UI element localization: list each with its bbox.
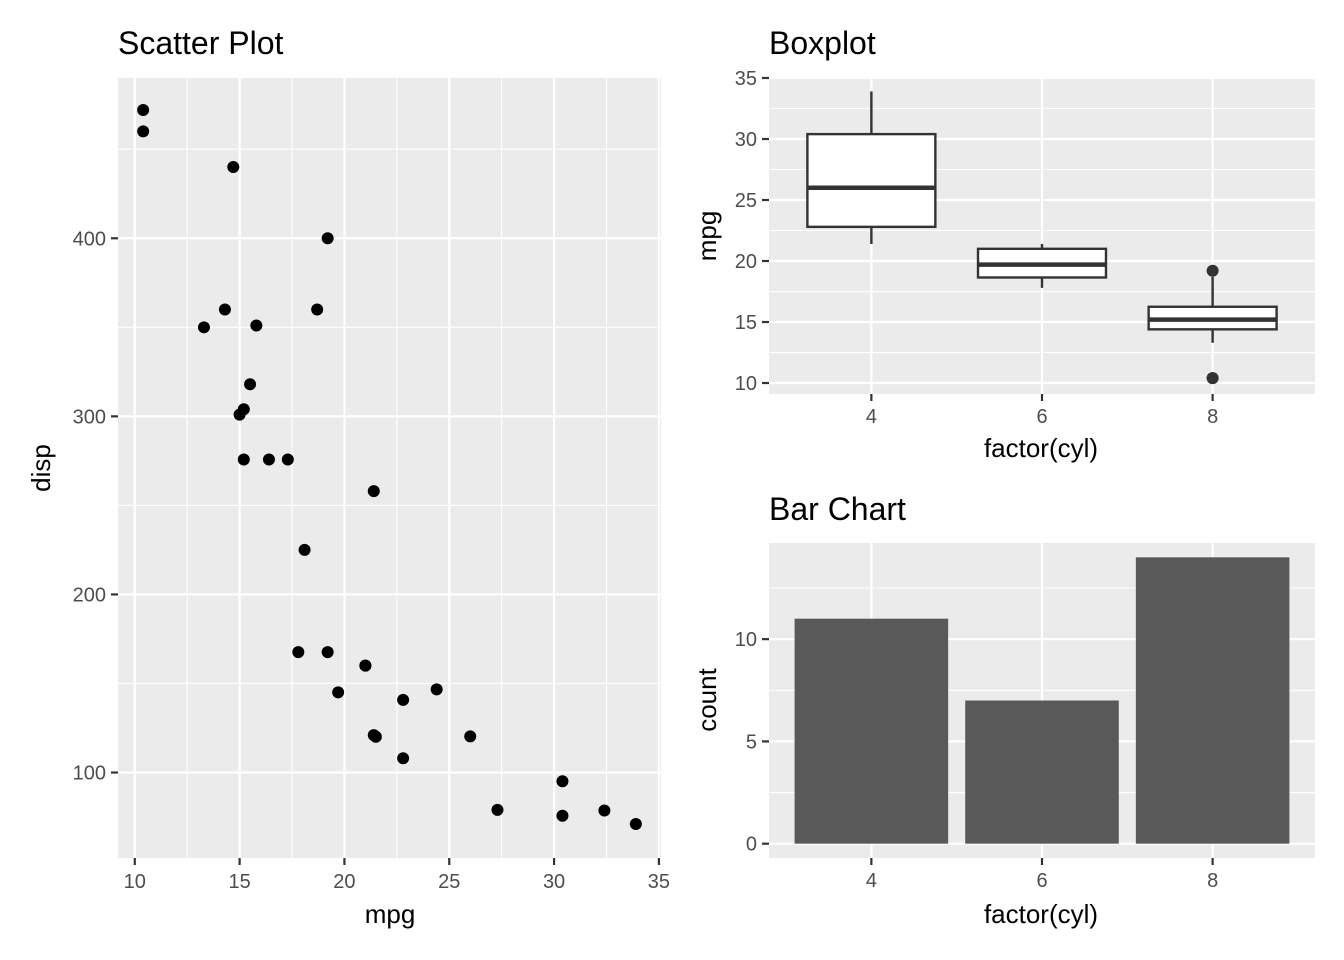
boxplot-title: Boxplot: [769, 25, 876, 61]
scatter-point: [464, 730, 477, 743]
bar-chart-title: Bar Chart: [769, 491, 906, 527]
scatter-point: [556, 775, 569, 788]
scatter-point: [598, 804, 611, 817]
boxplot-x-tick-label: 8: [1207, 406, 1218, 428]
boxplot-y-tick-label: 20: [735, 251, 757, 273]
bar-chart: Bar Chart 0 5 10 4 6 8 factor(cyl) count: [692, 491, 1315, 929]
scatter-x-tick-label: 30: [543, 871, 565, 893]
scatter-point: [556, 809, 569, 822]
scatter-point: [367, 485, 380, 498]
boxplot-outlier: [1206, 372, 1219, 385]
scatter-point: [292, 646, 305, 659]
bar-x-axis-title: factor(cyl): [984, 899, 1098, 929]
scatter-x-tick-label: 25: [438, 871, 460, 893]
boxplot-box-8: [1147, 264, 1278, 385]
bar-x-tick-label: 8: [1207, 870, 1218, 892]
boxplot-y-tick-label: 35: [735, 68, 757, 90]
scatter-point: [397, 752, 410, 765]
scatter-point: [430, 683, 443, 696]
boxplot-y-tick-label: 15: [735, 312, 757, 334]
bar-bars: [794, 557, 1290, 844]
bar-x-tick-label: 6: [1036, 870, 1047, 892]
scatter-x-tick-label: 35: [648, 871, 670, 893]
scatter-point: [137, 125, 150, 138]
boxplot-y-tick-label: 10: [735, 373, 757, 395]
boxplot-chart: Boxplot 10 15 20 25 30 35 4 6 8 factor(cyl) mpg: [692, 25, 1315, 463]
boxplot-y-axis-title: mpg: [692, 211, 722, 262]
scatter-point: [311, 303, 324, 316]
scatter-point: [321, 646, 334, 659]
scatter-point: [397, 693, 410, 706]
scatter-point: [227, 161, 240, 174]
scatter-point: [298, 543, 311, 556]
scatter-x-tick-label: 10: [124, 871, 146, 893]
boxplot-y-tick-label: 25: [735, 190, 757, 212]
scatter-y-tick-label: 300: [73, 406, 106, 428]
scatter-point: [332, 686, 345, 699]
boxplot-outlier: [1206, 264, 1219, 277]
scatter-y-tick-label: 200: [73, 584, 106, 606]
scatter-x-axis-title: mpg: [365, 899, 416, 929]
bar-4: [794, 618, 949, 844]
scatter-point: [244, 378, 257, 391]
bar-x-tick-label: 4: [866, 870, 877, 892]
boxplot-x-tick-label: 4: [866, 406, 877, 428]
scatter-point: [281, 453, 294, 466]
boxplot-box-6: [976, 243, 1108, 288]
boxplot-boxes: [806, 91, 1278, 385]
bar-ticks: 0 5 10 4 6 8: [735, 629, 1218, 892]
boxplot-box-body: [806, 132, 937, 229]
bar-y-axis-title: count: [692, 667, 722, 731]
scatter-point: [321, 232, 334, 245]
bar-y-tick-label: 5: [746, 731, 757, 753]
scatter-point: [218, 303, 231, 316]
boxplot-x-tick-label: 6: [1036, 406, 1047, 428]
scatter-grid: [118, 78, 661, 858]
boxplot-ticks: 10 15 20 25 30 35 4 6 8: [735, 68, 1218, 428]
scatter-point: [262, 453, 275, 466]
scatter-point: [250, 319, 263, 332]
boxplot-x-axis-title: factor(cyl): [984, 433, 1098, 463]
scatter-points: [137, 104, 642, 830]
scatter-ticks: 10 15 20 25 30 35 100 200 300 400: [73, 228, 670, 893]
scatter-y-axis-title: disp: [26, 444, 56, 492]
scatter-point: [233, 408, 246, 421]
scatter-point: [491, 803, 504, 816]
scatter-x-tick-label: 20: [333, 871, 355, 893]
scatter-point: [137, 104, 150, 117]
scatter-title: Scatter Plot: [118, 25, 284, 61]
scatter-plot: Scatter Plot 10 15 20 25 30 35 100 200 300 400 mp…: [26, 25, 670, 929]
scatter-point: [237, 453, 250, 466]
bar-6: [965, 700, 1119, 844]
scatter-y-tick-label: 100: [73, 763, 106, 785]
scatter-y-tick-label: 400: [73, 228, 106, 250]
scatter-point: [629, 817, 642, 830]
boxplot-box-4: [806, 91, 937, 244]
scatter-point: [367, 729, 380, 742]
scatter-panel-bg: [118, 78, 661, 858]
bar-8: [1135, 557, 1290, 844]
bar-y-tick-label: 10: [735, 629, 757, 651]
bar-y-tick-label: 0: [746, 834, 757, 856]
scatter-point: [197, 321, 210, 334]
scatter-x-tick-label: 15: [228, 871, 250, 893]
boxplot-y-tick-label: 30: [735, 129, 757, 151]
scatter-point: [359, 659, 372, 672]
